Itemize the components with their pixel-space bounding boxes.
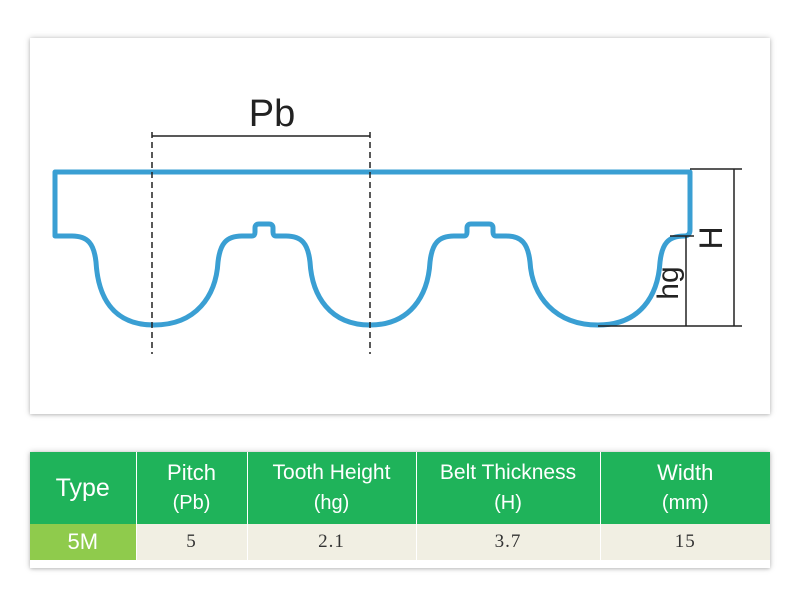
header-belt-thickness-sub: (H) (494, 492, 522, 514)
cell-thickness: 3.7 (416, 524, 601, 560)
header-belt-thickness-label: Belt Thickness (439, 461, 577, 484)
header-type: Type (30, 452, 137, 524)
thickness-label: H (693, 226, 729, 249)
belt-profile-diagram: Pb H hg (52, 93, 742, 354)
pitch-label: Pb (249, 93, 295, 135)
header-tooth-height: Tooth Height (hg) (247, 452, 417, 524)
spec-table-card: Type Pitch (Pb) Tooth Height (hg) Belt T… (30, 452, 770, 568)
cell-width: 15 (600, 524, 770, 560)
header-tooth-height-sub: (hg) (313, 492, 350, 514)
table-row: 5M 5 2.1 3.7 15 (30, 524, 770, 560)
cell-pitch: 5 (136, 524, 248, 560)
belt-outline (52, 169, 693, 328)
spec-table: Type Pitch (Pb) Tooth Height (hg) Belt T… (30, 452, 770, 560)
header-pitch-label: Pitch (167, 460, 216, 485)
header-type-label: Type (55, 474, 110, 502)
table-header-row: Type Pitch (Pb) Tooth Height (hg) Belt T… (30, 452, 770, 524)
header-pitch-sub: (Pb) (172, 492, 211, 514)
header-tooth-height-label: Tooth Height (272, 461, 391, 484)
tooth-height-label: hg (652, 266, 685, 299)
header-width: Width (mm) (600, 452, 770, 524)
header-belt-thickness: Belt Thickness (H) (416, 452, 601, 524)
cell-type: 5M (30, 524, 137, 560)
header-width-label: Width (657, 460, 714, 485)
cell-tooth-height: 2.1 (247, 524, 417, 560)
header-pitch: Pitch (Pb) (136, 452, 248, 524)
belt-diagram-card (30, 38, 770, 414)
header-width-sub: (mm) (661, 492, 709, 514)
